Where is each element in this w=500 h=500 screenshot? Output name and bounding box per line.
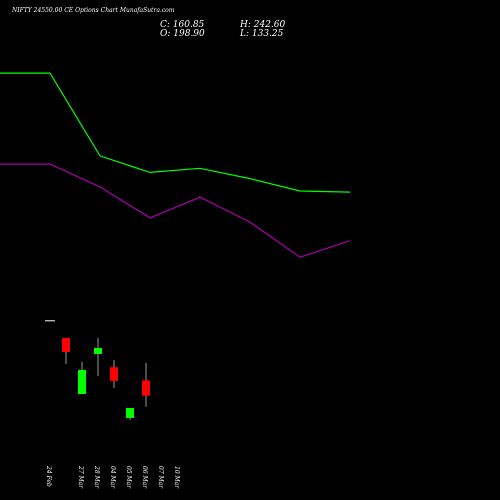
candle-body-5 xyxy=(126,408,134,418)
x-tick-label-6: 06 Mar xyxy=(141,466,148,489)
candle-body-2 xyxy=(78,370,86,394)
x-tick-label-2: 27 Mar xyxy=(77,465,84,489)
high-readout: H: 242.60 xyxy=(240,20,286,30)
open-readout: O: 198.90 xyxy=(160,29,205,39)
chart-title: NIFTY 24550.00 CE Options Chart MunafaSu… xyxy=(12,7,175,14)
candle-body-6 xyxy=(142,380,150,396)
x-tick-label-7: 07 Mar xyxy=(157,466,164,489)
low-readout: L: 133.25 xyxy=(240,29,284,39)
x-tick-label-3: 28 Mar xyxy=(93,465,100,489)
candle-body-4 xyxy=(110,367,118,381)
candle-body-1 xyxy=(62,338,70,352)
candle-body-3 xyxy=(94,348,102,354)
close-readout: C: 160.85 xyxy=(160,20,205,30)
x-tick-label-4: 04 Mar xyxy=(109,466,116,489)
x-tick-label-0: 24 Feb xyxy=(45,465,52,487)
series-line-1 xyxy=(0,163,351,258)
x-tick-label-5: 05 Mar xyxy=(125,466,132,489)
series-line-0 xyxy=(0,72,351,193)
x-tick-label-8: 10 Mar xyxy=(173,466,180,489)
